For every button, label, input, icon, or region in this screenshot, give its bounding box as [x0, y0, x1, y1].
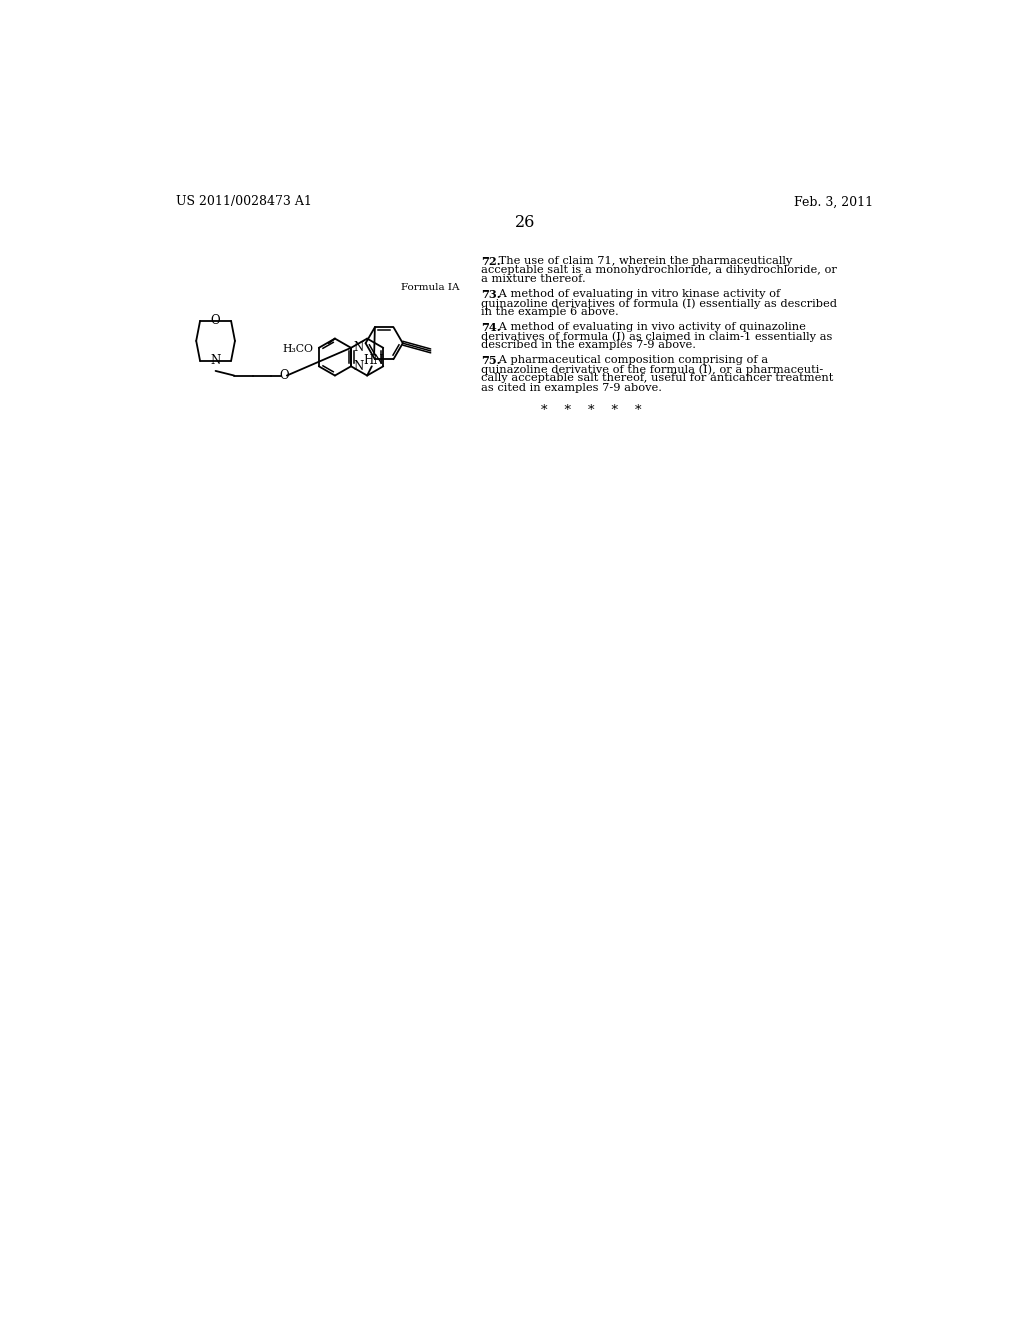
Text: N: N [353, 360, 364, 372]
Text: A method of evaluating in vitro kinase activity of: A method of evaluating in vitro kinase a… [495, 289, 780, 300]
Text: 73.: 73. [480, 289, 501, 300]
Text: HN: HN [364, 354, 384, 367]
Text: 74.: 74. [480, 322, 501, 333]
Text: as cited in examples 7-9 above.: as cited in examples 7-9 above. [480, 383, 662, 392]
Text: The use of claim ​71, wherein the pharmaceutically: The use of claim ​71, wherein the pharma… [495, 256, 792, 267]
Text: US 2011/0028473 A1: US 2011/0028473 A1 [176, 195, 312, 209]
Text: 72.: 72. [480, 256, 501, 267]
Text: cally acceptable salt thereof, useful for anticancer treatment: cally acceptable salt thereof, useful fo… [480, 374, 833, 384]
Text: 26: 26 [515, 214, 535, 231]
Text: H₃CO: H₃CO [283, 345, 313, 354]
Text: N: N [211, 354, 221, 367]
Text: quinazoline derivatives of formula (I) essentially as described: quinazoline derivatives of formula (I) e… [480, 298, 837, 309]
Text: derivatives of formula (I) as claimed in claim-1 essentially as: derivatives of formula (I) as claimed in… [480, 331, 831, 342]
Text: acceptable salt is a monohydrochloride, a dihydrochloride, or: acceptable salt is a monohydrochloride, … [480, 265, 837, 276]
Text: 75.: 75. [480, 355, 500, 366]
Text: in the example 6 above.: in the example 6 above. [480, 308, 618, 317]
Text: A pharmaceutical composition comprising of a: A pharmaceutical composition comprising … [495, 355, 768, 366]
Text: O: O [279, 370, 289, 381]
Text: *    *    *    *    *: * * * * * [542, 404, 642, 417]
Text: N: N [353, 342, 364, 354]
Text: a mixture thereof.: a mixture thereof. [480, 275, 586, 284]
Text: A method of evaluating in vivo activity of quinazoline: A method of evaluating in vivo activity … [495, 322, 806, 333]
Text: quinazoline derivative of the formula (I), or a pharmaceuti-: quinazoline derivative of the formula (I… [480, 364, 823, 375]
Text: described in the examples 7-9 above.: described in the examples 7-9 above. [480, 341, 695, 350]
Text: Feb. 3, 2011: Feb. 3, 2011 [795, 195, 873, 209]
Text: O: O [211, 314, 220, 327]
Text: Formula IA: Formula IA [400, 284, 460, 292]
